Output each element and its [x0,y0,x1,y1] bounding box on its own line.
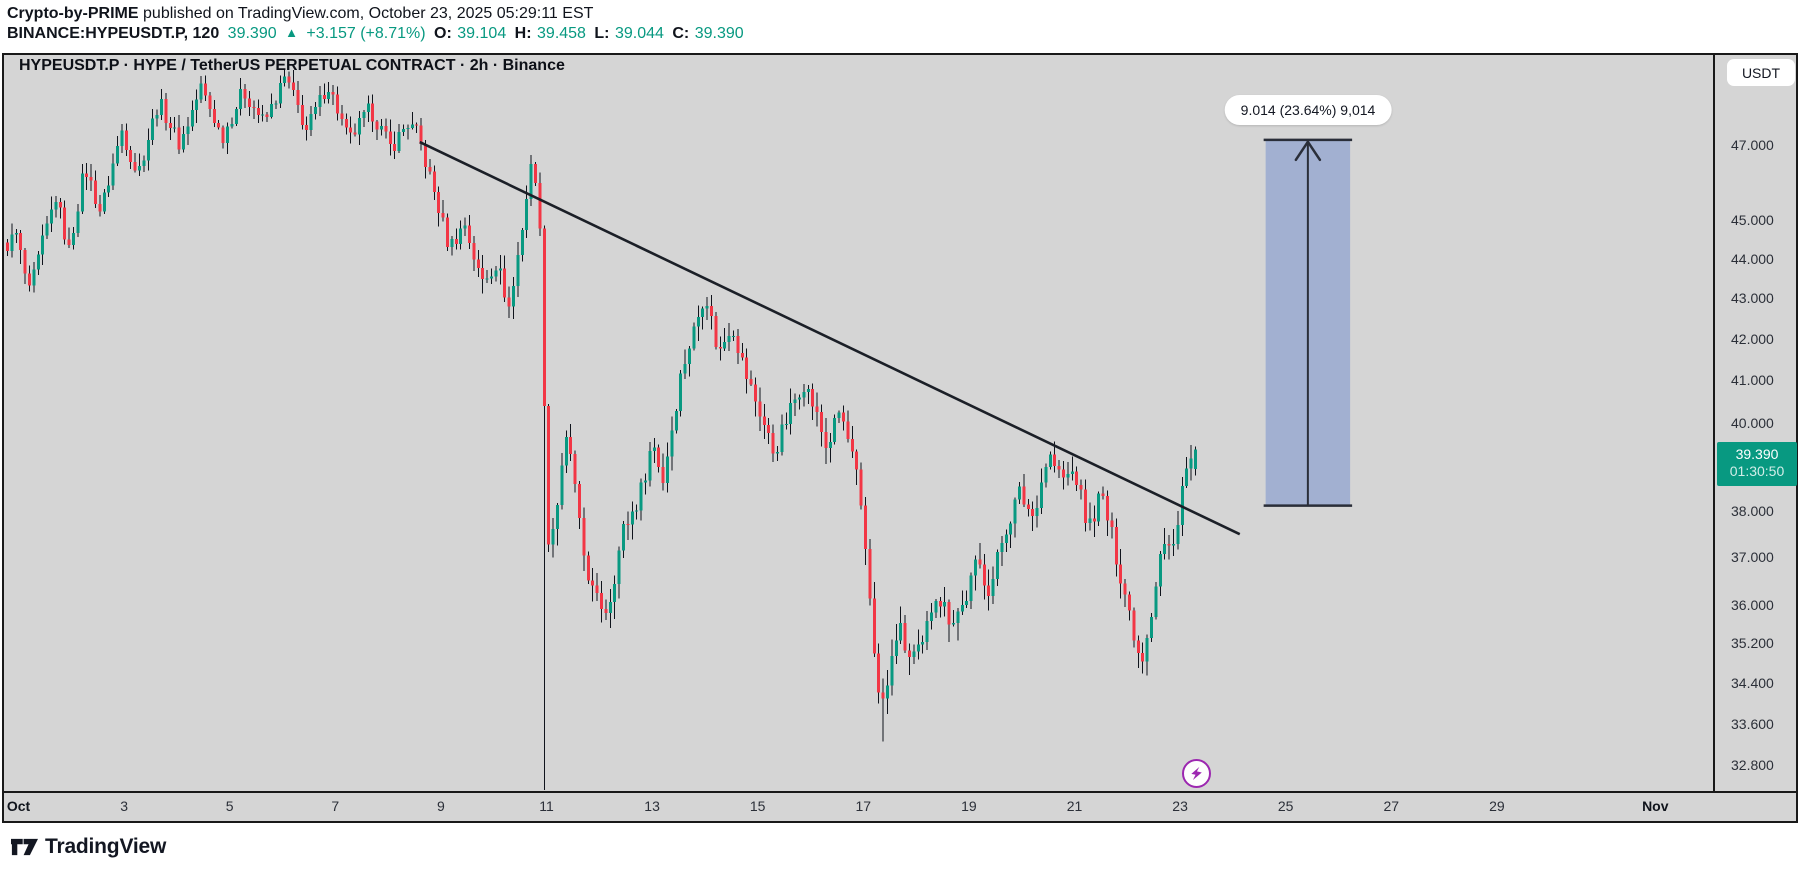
price-tick: 40.000 [1731,414,1774,431]
quote-line: BINANCE:HYPEUSDT.P, 120 39.390 ▲ +3.157 … [7,25,748,43]
time-tick: 7 [331,798,340,814]
price-axis-separator [1713,55,1715,791]
price-tick: 34.400 [1731,674,1774,691]
time-tick: 5 [225,798,234,814]
price-tick: 44.000 [1731,250,1774,267]
close-label: C: [672,25,690,42]
bar-countdown: 01:30:50 [1729,463,1785,479]
price-tick: 37.000 [1731,549,1774,566]
price-axis[interactable]: 47.000 45.000 44.000 43.000 42.000 41.000 40.0… [1716,55,1796,791]
time-axis-separator [2,791,1798,793]
time-tick: 21 [1066,798,1083,814]
time-tick: 17 [855,798,872,814]
brand-name: TradingView [45,835,167,858]
price-tick: 41.000 [1731,372,1774,389]
low-label: L: [594,25,610,42]
byline: Crypto-by-PRIME published on TradingView… [7,5,593,23]
close-value: 39.390 [694,25,744,42]
time-tick: 9 [436,798,445,814]
tradingview-logo[interactable]: TradingView [11,835,166,859]
last-price-label: 39.390 01:30:50 [1717,442,1797,486]
high-value: 39.458 [537,25,586,42]
publish-info: published on TradingView.com, October 23… [143,5,594,22]
measure-range-tool[interactable] [1263,138,1353,507]
symbol-ticker: BINANCE:HYPEUSDT.P, 120 [7,25,220,42]
time-tick: 19 [961,798,977,814]
up-triangle-icon: ▲ [285,25,298,40]
open-label: O: [434,25,452,42]
low-value: 39.044 [614,25,664,42]
time-tick: 15 [749,798,766,814]
time-tick: Oct [6,798,31,814]
lightning-bolt-icon [1191,766,1202,780]
chart-frame [2,53,1798,823]
time-tick: 27 [1383,798,1400,814]
high-label: H: [514,25,532,42]
time-axis[interactable]: Oct 3 5 7 9 11 13 15 17 19 21 23 25 27 29 Nov [2,793,1796,821]
footer: TradingView [0,825,1806,872]
currency-button[interactable]: USDT [1727,59,1795,86]
price-tick: 32.800 [1731,757,1774,774]
time-tick: 11 [539,798,554,814]
chart-title: HYPEUSDT.P · HYPE / TetherUS PERPETUAL C… [19,57,565,74]
measure-label: 9.014 (23.64%) 9,014 [1224,95,1392,125]
trendline[interactable] [419,140,1241,536]
time-tick: 13 [644,798,660,814]
time-tick: 25 [1277,798,1294,814]
header: Crypto-by-PRIME published on TradingView… [0,0,1806,53]
open-value: 39.104 [457,25,507,42]
last-price: 39.390 [227,25,277,42]
price-tick: 43.000 [1731,290,1774,307]
time-tick: Nov [1642,798,1669,814]
price-tick: 47.000 [1731,137,1774,153]
time-tick: 29 [1489,798,1505,814]
price-tick: 38.000 [1731,503,1774,520]
author-name: Crypto-by-PRIME [7,5,139,22]
price-tick: 45.000 [1731,211,1774,228]
lightning-button[interactable] [1182,759,1211,788]
tradingview-mark-icon [11,838,38,856]
price-tick: 33.600 [1731,715,1774,732]
time-tick: 23 [1172,798,1188,814]
price-tick: 36.000 [1731,596,1774,613]
last-price-value: 39.390 [1735,446,1779,462]
price-change: +3.157 (+8.71%) [306,25,426,42]
price-tick: 35.200 [1731,635,1774,652]
price-tick: 42.000 [1731,330,1774,347]
time-tick: 3 [120,798,128,814]
